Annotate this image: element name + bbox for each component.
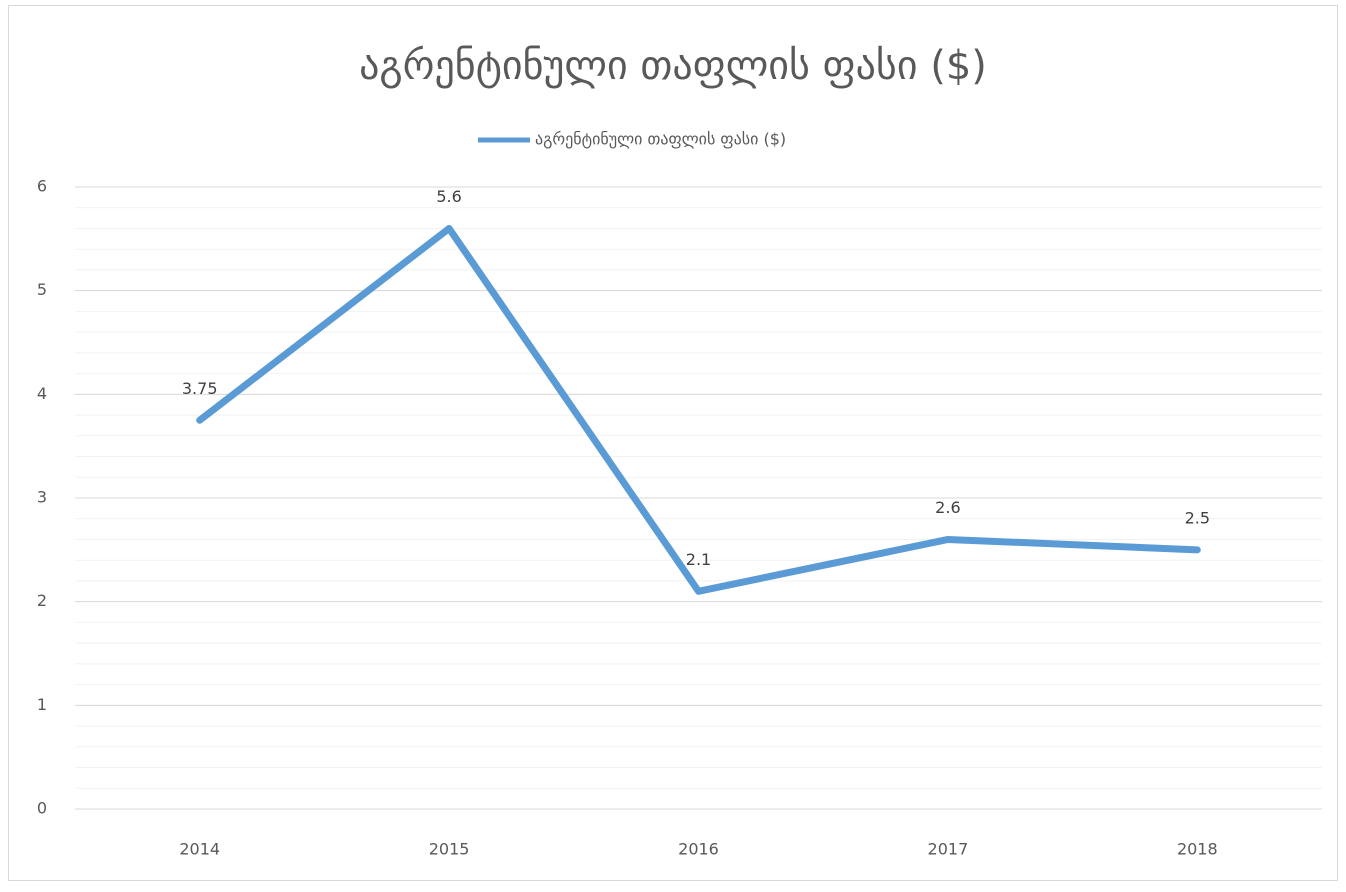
data-label: 5.6: [436, 187, 461, 206]
series-line: [196, 224, 1201, 595]
data-label: 2.5: [1185, 508, 1210, 527]
y-tick-label: 1: [37, 695, 47, 714]
data-label: 2.6: [935, 498, 960, 517]
y-tick-label: 4: [37, 384, 47, 403]
y-tick-label: 2: [37, 591, 47, 610]
x-tick-label: 2015: [429, 840, 470, 859]
x-tick-label: 2016: [678, 840, 719, 859]
chart-border: [8, 5, 1338, 881]
y-tick-label: 3: [37, 488, 47, 507]
chart-title: აგრენტინული თაფლის ფასი ($): [359, 43, 987, 89]
y-tick-label: 0: [37, 799, 47, 818]
x-tick-label: 2018: [1177, 840, 1218, 859]
y-tick-label: 5: [37, 280, 47, 299]
data-label: 3.75: [182, 379, 218, 398]
data-label: 2.1: [686, 550, 711, 569]
legend-label: აგრენტინული თაფლის ფასი ($): [535, 130, 786, 149]
x-tick-label: 2014: [179, 840, 220, 859]
x-tick-label: 2017: [928, 840, 969, 859]
y-tick-label: 6: [37, 177, 47, 196]
